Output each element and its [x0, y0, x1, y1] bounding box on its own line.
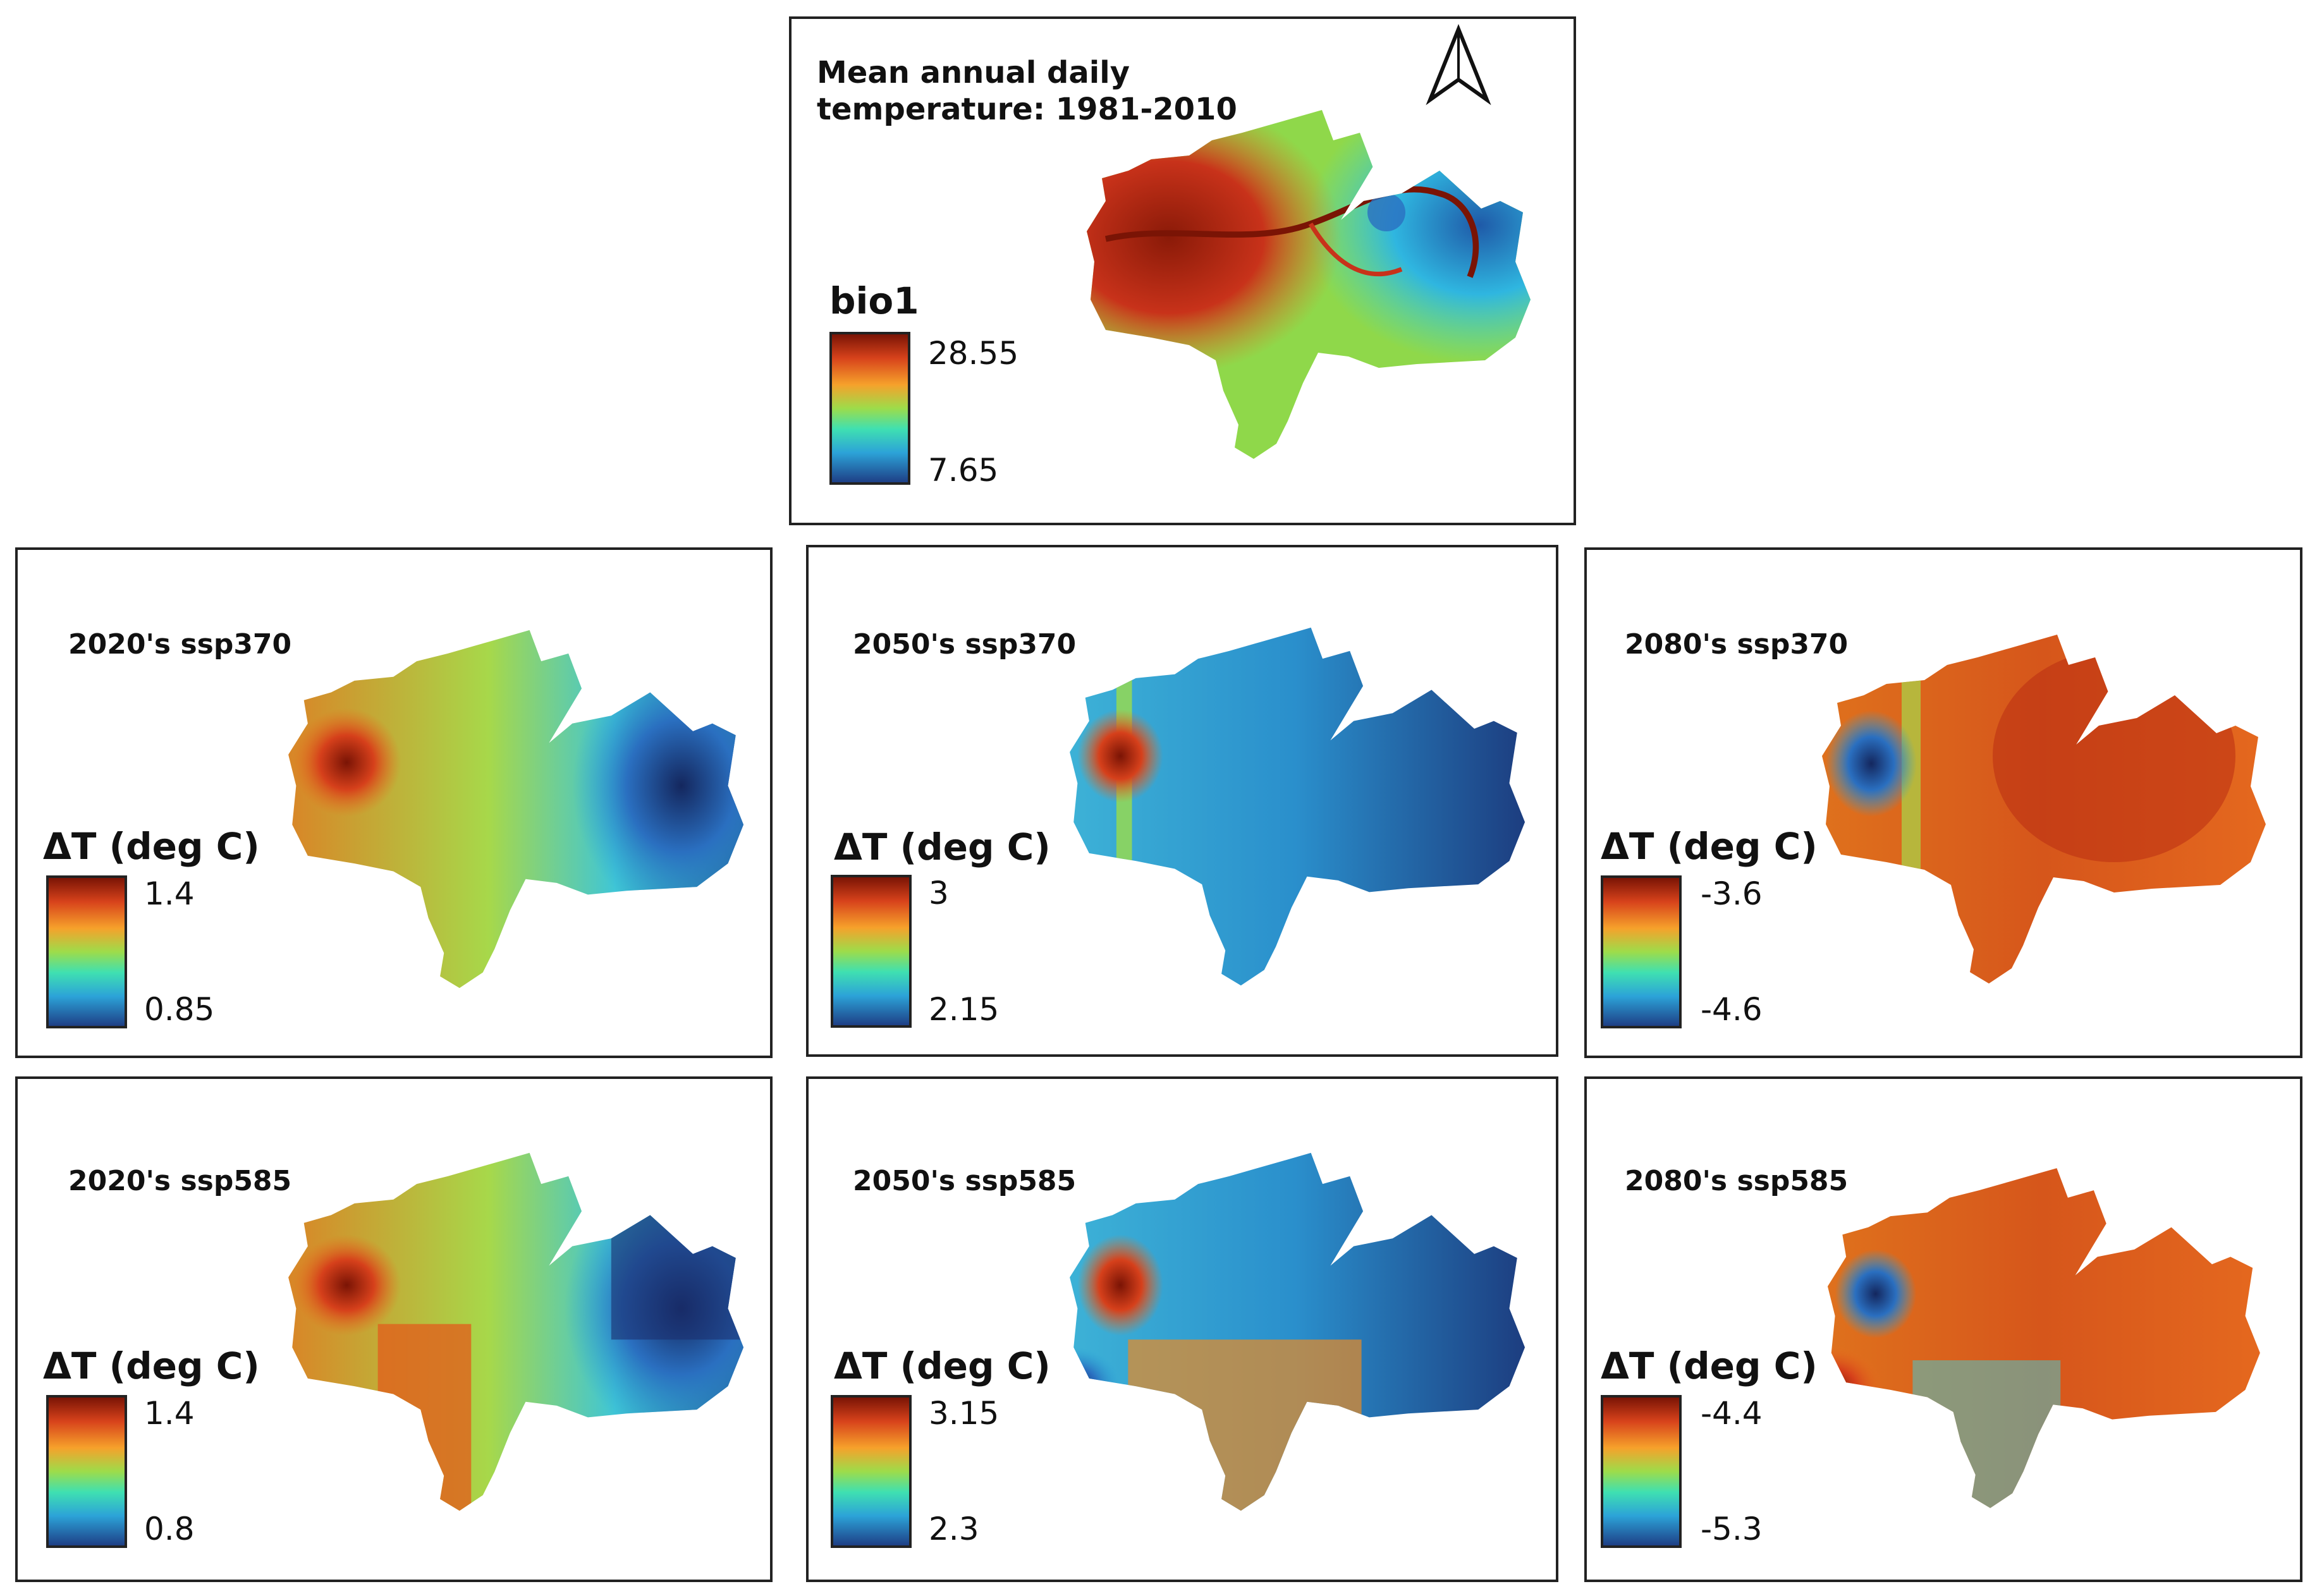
- legend-title: bio1: [829, 279, 919, 322]
- legend-colorbar: [831, 1395, 912, 1548]
- legend-title: ΔT (deg C): [1601, 825, 1818, 868]
- north-arrow-icon: [1426, 24, 1491, 106]
- panel-2080-ssp370: 2080's ssp370 ΔT (deg C) -3.6 -4.6: [1584, 547, 2302, 1058]
- legend-max: -4.4: [1701, 1395, 1763, 1432]
- legend-max: 28.55: [928, 335, 1019, 372]
- panel-2050-ssp370: 2050's ssp370 ΔT (deg C) 3 2.15: [806, 545, 1558, 1057]
- legend-colorbar: [1601, 875, 1682, 1028]
- region-map: [1070, 1152, 1525, 1511]
- legend-min: -5.3: [1701, 1511, 1763, 1547]
- panel-title: 2050's ssp370: [853, 628, 1077, 661]
- legend-title: ΔT (deg C): [43, 1344, 260, 1387]
- legend-min: 7.65: [928, 452, 999, 489]
- legend-colorbar: [1601, 1395, 1682, 1548]
- baseline-title-line2: temperature: 1981-2010: [817, 92, 1237, 127]
- panel-title: 2020's ssp370: [68, 628, 292, 661]
- panel-title: 2080's ssp585: [1625, 1165, 1849, 1197]
- baseline-panel: Mean annual daily temperature: 1981-2010…: [789, 16, 1576, 525]
- panel-title: 2050's ssp585: [853, 1165, 1077, 1197]
- legend-title: ΔT (deg C): [1601, 1344, 1818, 1387]
- legend-max: 1.4: [144, 1395, 195, 1432]
- legend-colorbar: [829, 332, 910, 485]
- legend-min: 0.8: [144, 1511, 195, 1547]
- region-map: [288, 1152, 744, 1511]
- region-map: [1087, 110, 1531, 459]
- baseline-title: Mean annual daily temperature: 1981-2010: [817, 54, 1237, 128]
- legend-min: 2.3: [929, 1511, 979, 1547]
- legend-title: ΔT (deg C): [43, 825, 260, 868]
- region-map: [1822, 635, 2266, 984]
- legend-min: 0.85: [144, 991, 215, 1028]
- legend-title: ΔT (deg C): [834, 825, 1051, 868]
- legend-colorbar: [831, 875, 912, 1028]
- panel-title: 2080's ssp370: [1625, 628, 1849, 661]
- legend-max: 3: [929, 875, 949, 911]
- region-map: [1070, 627, 1525, 986]
- region-map: [1827, 1168, 2260, 1508]
- region-map: [288, 630, 744, 989]
- panel-2020-ssp370: 2020's ssp370 ΔT (deg C) 1.4 0.85: [15, 547, 773, 1058]
- baseline-title-line1: Mean annual daily: [817, 55, 1130, 90]
- legend-max: 3.15: [929, 1395, 1000, 1432]
- legend-colorbar: [46, 875, 127, 1028]
- panel-title: 2020's ssp585: [68, 1165, 292, 1197]
- panel-2020-ssp585: 2020's ssp585 ΔT (deg C) 1.4 0.8: [15, 1076, 773, 1582]
- legend-min: 2.15: [929, 991, 1000, 1028]
- panel-2080-ssp585: 2080's ssp585 ΔT (deg C) -4.4 -5.3: [1584, 1076, 2302, 1582]
- legend-colorbar: [46, 1395, 127, 1548]
- legend-title: ΔT (deg C): [834, 1344, 1051, 1387]
- legend-max: 1.4: [144, 875, 195, 912]
- legend-max: -3.6: [1701, 875, 1763, 912]
- panel-2050-ssp585: 2050's ssp585 ΔT (deg C) 3.15 2.3: [806, 1076, 1558, 1582]
- legend-min: -4.6: [1701, 991, 1763, 1028]
